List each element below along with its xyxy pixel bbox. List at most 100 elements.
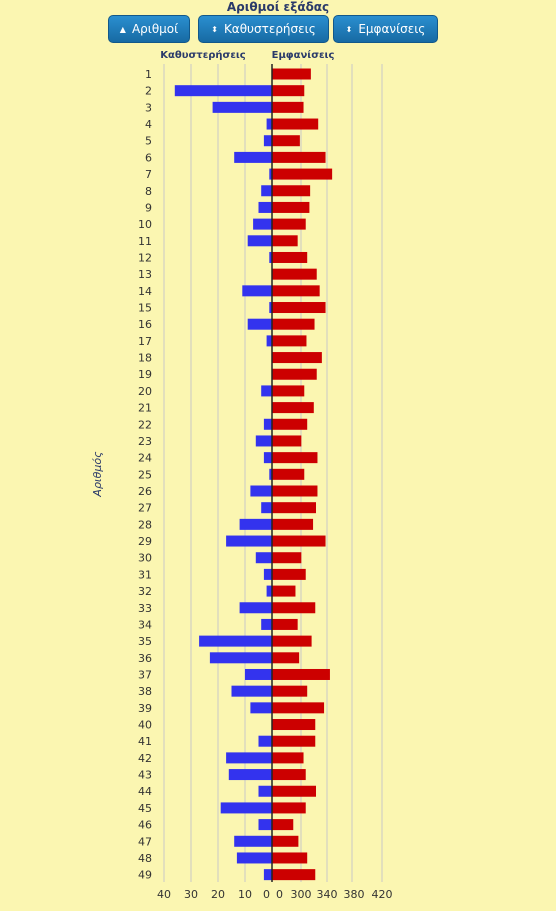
category-label: 11 [138, 235, 152, 248]
bar-delays [263, 869, 272, 881]
page-title: Αριθμοί εξάδας [226, 0, 330, 14]
category-label: 17 [138, 335, 152, 348]
bar-appearances [272, 702, 325, 714]
bar-delays [226, 535, 272, 547]
category-label: 43 [138, 769, 152, 782]
category-label: 29 [138, 535, 152, 548]
category-label: 34 [138, 618, 152, 631]
category-label: 20 [138, 385, 152, 398]
category-label: 36 [138, 652, 152, 665]
category-label: 48 [138, 852, 152, 865]
category-label: 44 [138, 785, 152, 798]
category-label: 6 [145, 151, 152, 164]
bar-delays [228, 769, 272, 781]
bar-appearances [272, 85, 305, 97]
tick-label-right: 420 [372, 888, 393, 901]
sort-arrows-icon: ⬍ [345, 25, 353, 34]
category-label: 45 [138, 802, 152, 815]
bar-delays [212, 101, 272, 113]
category-label: 2 [145, 85, 152, 98]
bar-appearances [272, 568, 306, 580]
tick-label-right: 340 [317, 888, 338, 901]
category-label: 1 [145, 68, 152, 81]
category-label: 10 [138, 218, 152, 231]
bar-appearances [272, 668, 330, 680]
category-label: 22 [138, 418, 152, 431]
category-label: 25 [138, 468, 152, 481]
tick-label-left: 0 [263, 888, 270, 901]
category-label: 46 [138, 819, 152, 832]
bar-appearances [272, 335, 307, 347]
category-label: 13 [138, 268, 152, 281]
bar-delays [258, 785, 272, 797]
bar-appearances [272, 251, 308, 263]
bar-delays [266, 335, 272, 347]
bar-appearances [272, 151, 326, 163]
category-label: 9 [145, 201, 152, 214]
sort-by-delays-label: Καθυστερήσεις [223, 22, 316, 36]
bar-appearances [272, 819, 294, 831]
bar-delays [261, 502, 272, 514]
bar-appearances [272, 168, 333, 180]
tick-label-left: 40 [157, 888, 171, 901]
category-label: 12 [138, 251, 152, 264]
bar-delays [263, 418, 272, 430]
bar-appearances [272, 719, 316, 731]
bar-appearances [272, 735, 316, 747]
bar-delays [263, 568, 272, 580]
bar-delays [266, 118, 272, 130]
y-axis-label: Αριθμός [91, 451, 104, 498]
bar-delays [209, 652, 272, 664]
bar-delays [255, 552, 272, 564]
bar-delays [250, 702, 272, 714]
sort-by-numbers-label: Αριθμοί [131, 22, 179, 36]
bar-delays [266, 585, 272, 597]
category-label: 32 [138, 585, 152, 598]
bar-appearances [272, 352, 322, 364]
bar-delays [226, 752, 272, 764]
bar-delays [236, 852, 272, 864]
category-label: 30 [138, 552, 152, 565]
bar-appearances [272, 518, 314, 530]
bar-delays [269, 468, 272, 480]
category-label: 38 [138, 685, 152, 698]
bar-delays [239, 518, 272, 530]
tick-label-left: 30 [184, 888, 198, 901]
bar-appearances [272, 852, 308, 864]
bar-delays [220, 802, 272, 814]
bar-delays [258, 819, 272, 831]
category-label: 15 [138, 302, 152, 315]
bar-delays [269, 168, 272, 180]
bar-appearances [272, 118, 319, 130]
bar-appearances [272, 769, 306, 781]
category-label: 8 [145, 185, 152, 198]
bar-appearances [272, 235, 298, 247]
bar-appearances [272, 602, 316, 614]
bar-appearances [272, 752, 304, 764]
bar-appearances [272, 302, 326, 314]
bar-delays [245, 668, 272, 680]
bar-appearances [272, 201, 310, 213]
bar-delays [261, 185, 272, 197]
bar-appearances [272, 618, 298, 630]
category-label: 26 [138, 485, 152, 498]
bar-delays [242, 285, 272, 297]
sort-by-delays-button[interactable]: ⬍ Καθυστερήσεις [198, 15, 329, 43]
bar-delays [234, 835, 272, 847]
bar-appearances [272, 485, 318, 497]
sort-by-appearances-button[interactable]: ⬍ Εμφανίσεις [333, 15, 438, 43]
delays-series-label: Καθυστερήσεις [160, 49, 246, 61]
category-label: 18 [138, 352, 152, 365]
category-label: 23 [138, 435, 152, 448]
category-label: 5 [145, 135, 152, 148]
bar-delays [269, 251, 272, 263]
bar-appearances [272, 268, 317, 280]
bar-delays [247, 235, 272, 247]
bar-appearances [272, 185, 311, 197]
category-label: 37 [138, 668, 152, 681]
category-label: 47 [138, 835, 152, 848]
sort-by-numbers-button[interactable]: ▲ Αριθμοί [108, 15, 190, 43]
bar-delays [255, 435, 272, 447]
category-label: 39 [138, 702, 152, 715]
category-label: 7 [145, 168, 152, 181]
